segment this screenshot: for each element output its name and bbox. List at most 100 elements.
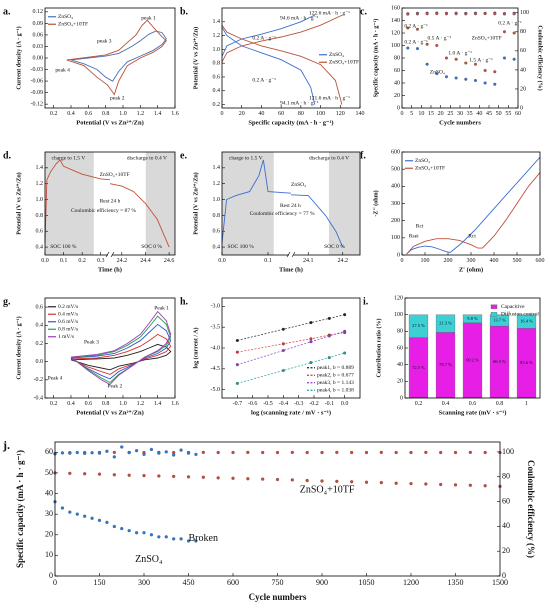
x-tick-label: 5: [410, 111, 413, 117]
y-axis-label: log (current / A): [192, 327, 199, 368]
y-tick-label: 120: [394, 295, 403, 301]
series-line: [221, 14, 343, 105]
x-tick-label: 1.2: [137, 111, 145, 117]
x-tick-label: 35: [467, 111, 473, 117]
point: [281, 327, 285, 331]
x-tick-label: 120: [336, 111, 345, 117]
panel: g. -0.4 -0.2 0.0 0.2 0.4 0.6 0.2 0.4 0.6 0.8 1.0 1.2…: [3, 296, 179, 416]
legend-swatch: [490, 304, 498, 309]
point: [90, 516, 94, 520]
y-tick-label: 0.4: [36, 323, 44, 329]
legend-label: Diffusion control: [501, 311, 539, 318]
annotation: Peak 2: [107, 383, 122, 389]
point: [83, 514, 87, 518]
point: [246, 450, 250, 455]
axis-break: [108, 252, 112, 258]
x-axis-label: log (scanning rate / mV · s⁻¹): [251, 409, 331, 416]
annotation: Peak 3: [84, 339, 99, 345]
point: [415, 47, 419, 51]
y2-axis-label: Coulombic efficiency (%): [526, 460, 536, 558]
annotation: discharge to 0.4 V: [309, 155, 349, 161]
point: [194, 452, 198, 457]
point: [75, 512, 79, 516]
y-axis-label: Potential (V vs Zn²⁺/Zn): [15, 172, 22, 234]
y2-tick-label: 20: [502, 546, 510, 555]
point: [120, 526, 124, 531]
annotation: 121.6 mA · h · g⁻¹: [309, 95, 350, 101]
y-axis-label: Current density (A · g⁻¹): [15, 26, 22, 89]
y-tick-label: 40: [45, 488, 53, 497]
legend-label: ZnSO₄: [329, 52, 344, 58]
y-tick-label: 0: [397, 252, 400, 258]
series-line: [44, 159, 170, 248]
x-tick-label: 600: [536, 258, 545, 264]
y-tick-label: 1.0: [213, 197, 221, 203]
annotation: Peak 4: [48, 375, 63, 381]
y-tick-label: 50: [45, 468, 53, 477]
y-tick-label: 0.8: [213, 213, 221, 219]
x-tick-label: 30: [457, 111, 463, 117]
y-tick-label: -0.12: [31, 102, 44, 108]
y2-axis-label: Coulombic efficiency (%): [537, 25, 544, 90]
point: [216, 476, 220, 480]
point: [439, 450, 443, 455]
legend-swatch: [490, 312, 498, 317]
y-tick-label: 0.12: [33, 9, 44, 15]
point: [364, 480, 369, 484]
y-tick-label: 0.4: [36, 244, 44, 250]
y-tick-label: 0.8: [36, 213, 44, 219]
y-tick-label: 0.4: [213, 88, 221, 94]
y-tick-label: -0.09: [31, 90, 44, 96]
point: [468, 483, 472, 487]
legend-label: ZnSO₄+10TF: [329, 60, 359, 66]
y-tick-label: -4.0: [211, 345, 221, 351]
x-axis-label: Z' (ohm): [459, 266, 483, 273]
point: [68, 451, 72, 455]
point: [186, 539, 191, 543]
x-tick-label: 0.1: [60, 258, 68, 264]
point: [201, 475, 205, 479]
point: [235, 381, 239, 385]
annotation: 94.6 mA · h · g⁻¹: [280, 15, 319, 21]
point: [343, 329, 347, 333]
x-tick-label: 24.1: [303, 258, 314, 264]
y-tick-label: 200: [391, 218, 400, 224]
annotation: 0.5 A · g⁻¹: [428, 35, 452, 41]
x-tick-label: 50: [496, 111, 502, 117]
annotation: Coulombic efficiency = 87 %: [71, 207, 136, 214]
annotation: SOC 0 %: [141, 244, 162, 250]
y-tick-label: 80: [394, 55, 400, 61]
point: [164, 450, 168, 454]
point: [309, 321, 313, 325]
annotation: Rest 24 h: [280, 203, 301, 209]
y-tick-label: 30: [45, 509, 53, 518]
x-tick-label: 0.2: [78, 258, 86, 264]
point: [105, 520, 109, 525]
point: [335, 479, 339, 483]
y-axis-label: Specific capacity (mA · h · g⁻¹): [15, 450, 25, 568]
y-tick-label: 0.8: [213, 61, 221, 67]
x-tick-label: 1200: [403, 578, 419, 587]
plot-frame: [401, 151, 541, 256]
discharge-region: [145, 152, 175, 255]
point: [235, 363, 239, 367]
bar-value-label: 16.4 %: [520, 319, 533, 324]
y-tick-label: 300: [391, 201, 400, 207]
y-tick-label: 0.6: [213, 74, 221, 80]
bar-value-label: 9.8 %: [467, 316, 478, 321]
point: [261, 450, 265, 455]
plot-frame: [44, 297, 176, 399]
fit-line: [237, 314, 345, 341]
y-tick-label: 1.4: [36, 165, 44, 171]
x-tick-label: 0.4: [442, 401, 450, 407]
x-tick-label: -0.7: [233, 401, 243, 407]
x-tick-label: 0: [401, 111, 404, 117]
annotation: 0.2 A · g⁻¹: [252, 77, 276, 83]
series-line: [221, 14, 316, 105]
x-tick-label: 1050: [359, 578, 375, 587]
series-line: [406, 156, 541, 255]
panel: a. -0.12 -0.09 -0.06 -0.03 0.00 0.03 0.06 0.09 0.…: [3, 6, 179, 126]
panel-label: j.: [2, 438, 10, 452]
fit-line: [237, 352, 345, 384]
point: [343, 351, 347, 355]
